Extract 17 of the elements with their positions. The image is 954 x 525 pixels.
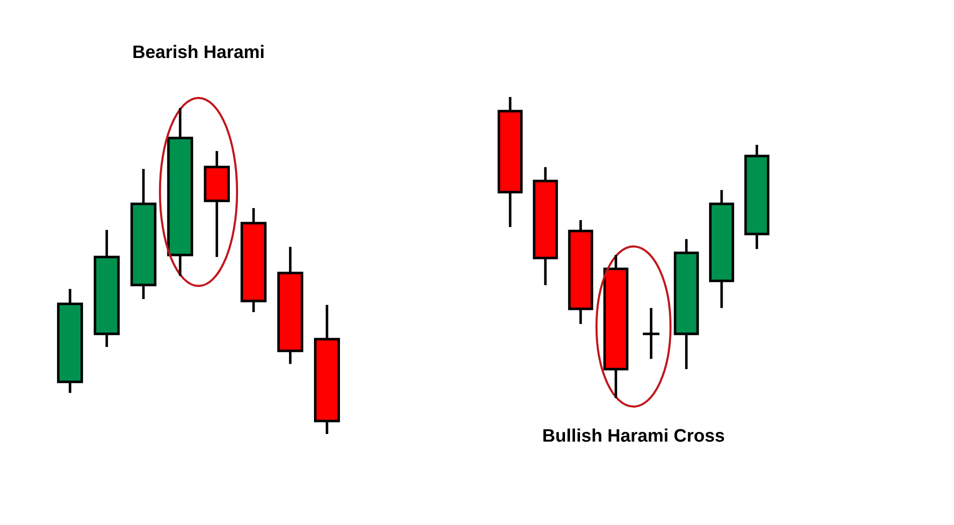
candlestick	[240, 206, 267, 314]
candlestick	[130, 168, 156, 300]
candlestick	[568, 218, 594, 326]
candlestick	[603, 254, 628, 400]
candlestick	[57, 288, 84, 394]
candlestick	[277, 246, 304, 366]
candlestick	[94, 228, 120, 348]
chart-title: Bearish Harami	[133, 44, 264, 58]
candlestick	[498, 96, 523, 228]
candlestick	[167, 106, 194, 278]
candlestick	[709, 188, 734, 310]
candlestick	[674, 238, 699, 370]
candlestick	[532, 166, 558, 286]
candlestick	[204, 150, 230, 258]
candlestick	[314, 304, 340, 436]
x-axis-title: Bullish Harami Cross	[543, 428, 724, 442]
candlestick	[744, 144, 770, 250]
